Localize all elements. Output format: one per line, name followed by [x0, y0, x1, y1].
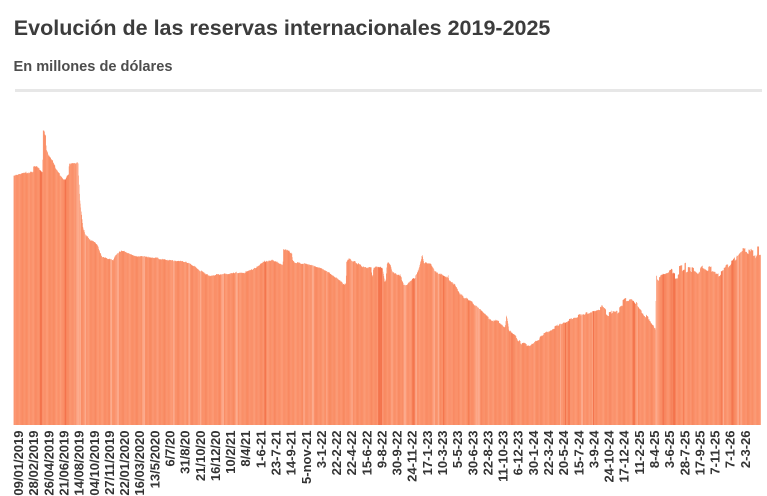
svg-text:8-4-25: 8-4-25 — [647, 431, 662, 469]
svg-text:30-6-23: 30-6-23 — [465, 431, 480, 476]
svg-text:9-8-22: 9-8-22 — [374, 431, 389, 469]
svg-text:22-4-22: 22-4-22 — [344, 431, 359, 476]
svg-text:15-7-24: 15-7-24 — [571, 430, 586, 476]
svg-text:28/02/2019: 28/02/2019 — [26, 431, 41, 496]
svg-text:14/08/2019: 14/08/2019 — [72, 431, 87, 496]
svg-text:11-10-23: 11-10-23 — [496, 431, 511, 482]
svg-text:17-1-23: 17-1-23 — [420, 431, 435, 476]
svg-text:7-11-25: 7-11-25 — [708, 431, 723, 475]
svg-text:09/01/2019: 09/01/2019 — [11, 431, 26, 496]
svg-text:1-6-21: 1-6-21 — [253, 431, 268, 469]
svg-text:31/8/20: 31/8/20 — [178, 431, 193, 474]
svg-text:6-12-23: 6-12-23 — [511, 431, 526, 476]
svg-text:27/11/2019: 27/11/2019 — [102, 431, 117, 495]
svg-text:2-3-26: 2-3-26 — [738, 431, 753, 469]
svg-text:22-3-24: 22-3-24 — [541, 430, 556, 476]
svg-text:16/03/2020: 16/03/2020 — [132, 431, 147, 496]
svg-text:30-9-22: 30-9-22 — [390, 431, 405, 476]
svg-text:6/7/20: 6/7/20 — [163, 431, 178, 467]
svg-text:26/04/2019: 26/04/2019 — [41, 431, 56, 496]
svg-text:24-11-22: 24-11-22 — [405, 431, 420, 482]
svg-text:16/12/20: 16/12/20 — [208, 431, 223, 482]
svg-text:7-1-26: 7-1-26 — [723, 431, 738, 469]
svg-text:15-6-22: 15-6-22 — [359, 431, 374, 476]
svg-text:13/5/2020: 13/5/2020 — [147, 431, 162, 489]
svg-text:10-3-23: 10-3-23 — [435, 431, 450, 476]
svg-text:04/10/2019: 04/10/2019 — [87, 431, 102, 496]
svg-text:3-1-22: 3-1-22 — [314, 431, 329, 469]
svg-text:21/10/20: 21/10/20 — [193, 431, 208, 482]
svg-text:17-9-25: 17-9-25 — [692, 431, 707, 476]
svg-text:8/4/21: 8/4/21 — [238, 431, 253, 467]
svg-text:3-6-25: 3-6-25 — [662, 431, 677, 469]
svg-text:5-nov-21: 5-nov-21 — [299, 431, 314, 484]
svg-text:20-5-24: 20-5-24 — [556, 430, 571, 476]
svg-text:22-2-22: 22-2-22 — [329, 431, 344, 476]
svg-text:10/2/21: 10/2/21 — [223, 431, 238, 474]
svg-text:3-9-24: 3-9-24 — [586, 430, 601, 468]
svg-text:24-10-24: 24-10-24 — [602, 430, 617, 483]
svg-text:22-8-23: 22-8-23 — [480, 431, 495, 476]
svg-text:28-7-25: 28-7-25 — [677, 431, 692, 476]
svg-text:11-2-25: 11-2-25 — [632, 431, 647, 475]
svg-text:14-9-21: 14-9-21 — [284, 431, 299, 476]
svg-text:30-1-24: 30-1-24 — [526, 430, 541, 476]
svg-text:22/01/2020: 22/01/2020 — [117, 431, 132, 496]
svg-text:23-7-21: 23-7-21 — [268, 431, 283, 476]
svg-text:21/06/2019: 21/06/2019 — [57, 431, 72, 496]
svg-text:17-12-24: 17-12-24 — [617, 430, 632, 483]
svg-text:5-5-23: 5-5-23 — [450, 431, 465, 469]
